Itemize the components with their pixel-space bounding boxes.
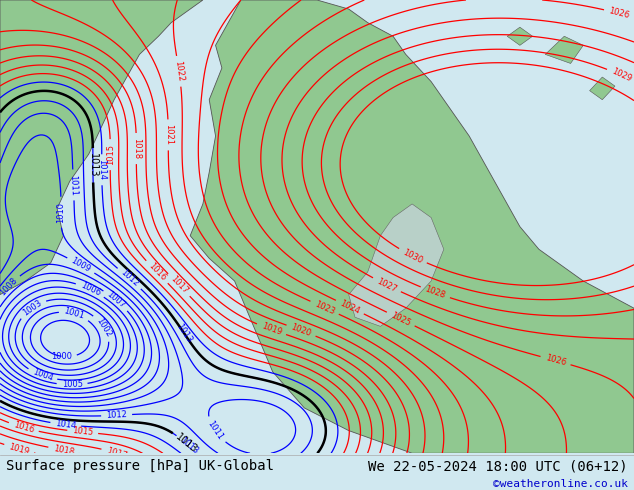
Text: 1004: 1004 [31,368,54,383]
Text: ©weatheronline.co.uk: ©weatheronline.co.uk [493,480,628,490]
Text: 1015: 1015 [72,426,94,438]
Text: 1009: 1009 [70,256,93,274]
Text: 1012: 1012 [119,268,140,289]
Text: 1023: 1023 [313,299,336,316]
Text: 1010: 1010 [56,202,65,223]
Text: 1008: 1008 [0,276,19,297]
Text: 1005: 1005 [61,380,82,389]
Text: 1011: 1011 [68,174,79,196]
Text: 1014: 1014 [97,159,107,180]
Text: 1030: 1030 [401,247,424,265]
Text: 1020: 1020 [290,322,313,339]
Polygon shape [507,27,533,46]
Text: 1018: 1018 [53,444,75,457]
Text: 1026: 1026 [544,353,567,368]
Text: 1011: 1011 [205,419,224,442]
Polygon shape [349,204,444,326]
Text: 1013: 1013 [178,435,200,456]
Text: Surface pressure [hPa] UK-Global: Surface pressure [hPa] UK-Global [6,459,275,473]
Text: 1016: 1016 [12,420,35,435]
Text: 1001: 1001 [63,307,86,321]
Text: 1013: 1013 [174,432,199,455]
Text: 1017: 1017 [169,274,190,295]
Text: 1025: 1025 [389,310,412,328]
Text: 1028: 1028 [424,285,447,300]
Text: 1013: 1013 [174,322,194,345]
Text: 1003: 1003 [21,298,43,318]
Text: 1026: 1026 [608,6,630,21]
Text: 1015: 1015 [106,144,115,165]
Polygon shape [545,36,583,64]
Text: 1021: 1021 [164,124,173,146]
Text: 1016: 1016 [146,261,167,283]
Text: 1014: 1014 [55,419,77,430]
Text: 1000: 1000 [51,352,72,361]
Text: 1018: 1018 [132,138,141,159]
Text: 1022: 1022 [173,60,185,82]
Polygon shape [190,0,634,453]
Text: We 22-05-2024 18:00 UTC (06+12): We 22-05-2024 18:00 UTC (06+12) [368,459,628,473]
Text: 1029: 1029 [610,67,633,84]
Text: 1019: 1019 [260,321,283,337]
Polygon shape [590,77,615,99]
Polygon shape [0,0,203,294]
Text: 1012: 1012 [106,410,127,420]
Text: 1019: 1019 [8,442,30,456]
Text: 1013: 1013 [88,153,98,177]
Text: 1027: 1027 [375,276,398,294]
Text: 1002: 1002 [94,316,113,339]
Text: 1024: 1024 [339,298,361,316]
Text: 1006: 1006 [79,281,101,298]
Text: 1017: 1017 [105,446,128,461]
Text: 1007: 1007 [105,290,127,310]
